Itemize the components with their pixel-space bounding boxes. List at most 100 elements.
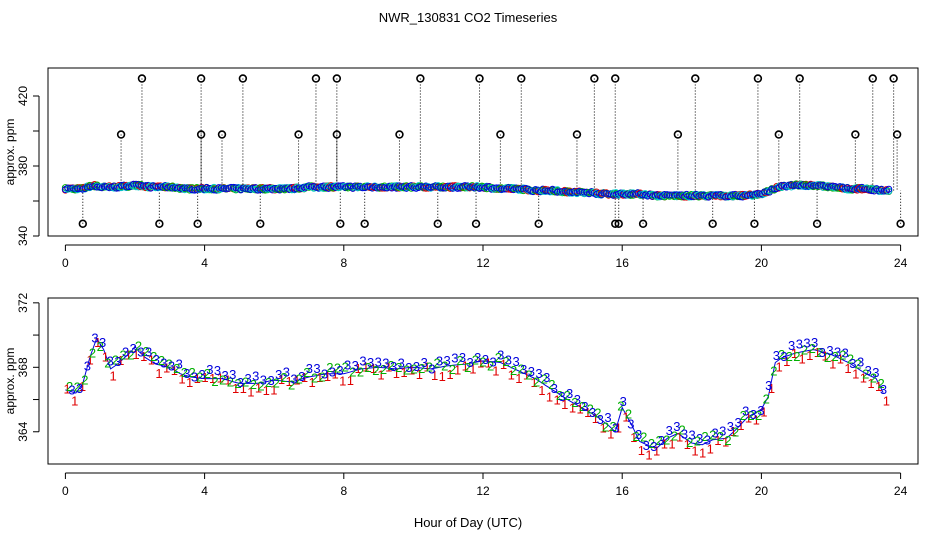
outlier-point [471, 219, 481, 228]
outlier-point [517, 74, 526, 83]
series-3-marker: 3 [597, 412, 604, 427]
series-3-marker: 3 [474, 350, 481, 365]
series-2-marker: 2 [280, 370, 287, 385]
series-1-marker: 1 [592, 411, 599, 426]
outlier-point [332, 130, 342, 139]
outlier-point [590, 74, 599, 83]
series-1-marker: 1 [538, 383, 545, 398]
series-2-marker: 2 [456, 353, 463, 368]
series-2-marker: 2 [418, 361, 425, 376]
series-1-marker: 1 [745, 411, 752, 426]
series-3-marker: 3 [849, 356, 856, 371]
series-3-marker: 3 [459, 350, 466, 365]
series-2-marker: 2 [655, 433, 662, 448]
plot-frame [47, 297, 919, 465]
series-3-marker: 3 [290, 371, 297, 386]
series-1-marker: 1 [94, 335, 101, 350]
series-3-marker: 3 [734, 415, 741, 430]
series-3-marker: 3 [650, 439, 657, 454]
y-tick-label: 420 [16, 86, 30, 106]
series-1-marker: 1 [86, 353, 93, 368]
series-1-marker: 1 [508, 367, 515, 382]
series-3-marker: 3 [535, 366, 542, 381]
outlier-point [534, 219, 543, 228]
x-tick-label: 0 [62, 256, 69, 270]
series-2-marker: 2 [311, 370, 318, 385]
series-1-marker: 1 [676, 430, 683, 445]
series-1-marker: 1 [132, 347, 139, 362]
series-2-marker: 2 [410, 361, 417, 376]
outlier-point [196, 74, 206, 83]
y-tick-label: 364 [16, 421, 30, 441]
series-3-marker: 3 [558, 389, 565, 404]
series-2-marker: 2 [66, 379, 73, 394]
series-1-marker: 1 [814, 345, 821, 360]
series-3-marker: 3 [489, 354, 496, 369]
series-1-marker: 1 [125, 347, 132, 362]
outlier-point [750, 219, 759, 228]
series-3-marker: 3 [627, 416, 634, 431]
series-1-marker: 1 [362, 360, 369, 375]
series-3-marker: 3 [497, 347, 504, 362]
series-2-marker: 2 [242, 375, 249, 390]
baseline-point [93, 183, 101, 191]
series-1-marker: 1 [178, 372, 185, 387]
series-2-marker: 2 [587, 402, 594, 417]
series-1-marker: 1 [217, 371, 224, 386]
series-1-marker: 1 [431, 368, 438, 383]
series-1-marker: 1 [186, 375, 193, 390]
series-2-marker: 2 [610, 419, 617, 434]
series-3-marker: 3 [643, 438, 650, 453]
series-1-marker: 1 [140, 349, 147, 364]
series-2-marker: 2 [571, 395, 578, 410]
series-2-marker: 2 [135, 338, 142, 353]
y-tick-label: 372 [16, 293, 30, 313]
series-3-marker: 3 [757, 403, 764, 418]
x-tick-label: 0 [62, 484, 69, 498]
series-3-marker: 3 [719, 423, 726, 438]
series-3-marker: 3 [604, 410, 611, 425]
series-1-marker: 1 [607, 427, 614, 442]
series-1-marker: 1 [446, 367, 453, 382]
series-1-marker: 1 [699, 445, 706, 460]
series-2-marker: 2 [602, 419, 609, 434]
series-1-marker: 1 [837, 351, 844, 366]
series-2-marker: 2 [809, 341, 816, 356]
series-2-marker: 2 [525, 368, 532, 383]
series-2-marker: 2 [533, 375, 540, 390]
series-2-marker: 2 [472, 352, 479, 367]
series-3-marker: 3 [375, 354, 382, 369]
series-2-marker: 2 [181, 365, 188, 380]
series-2-marker: 2 [633, 429, 640, 444]
series-3-marker: 3 [84, 359, 91, 374]
series-2-marker: 2 [778, 347, 785, 362]
series-3-marker: 3 [168, 358, 175, 373]
series-2-marker: 2 [357, 364, 364, 379]
series-2-marker: 2 [257, 379, 264, 394]
x-axis-label: Hour of Day (UTC) [414, 515, 522, 530]
series-2-marker: 2 [234, 376, 241, 391]
series-3-marker: 3 [275, 367, 282, 382]
series-2-marker: 2 [204, 366, 211, 381]
series-1-marker: 1 [730, 424, 737, 439]
series-1-marker: 1 [102, 350, 109, 365]
series-1-marker: 1 [64, 382, 71, 397]
series-3-marker: 3 [260, 372, 267, 387]
x-tick-label: 8 [340, 256, 347, 270]
series-2-marker: 2 [74, 379, 81, 394]
outlier-point [691, 74, 700, 83]
series-2-marker: 2 [855, 357, 862, 372]
series-1-marker: 1 [370, 361, 377, 376]
series-2-marker: 2 [594, 405, 601, 420]
series-2-marker: 2 [395, 360, 402, 375]
outlier-point [193, 219, 202, 228]
series-3-marker: 3 [673, 419, 680, 434]
baseline-point [337, 182, 345, 190]
series-3-marker: 3 [237, 375, 244, 390]
series-3-marker: 3 [329, 365, 336, 380]
series-1-marker: 1 [209, 371, 216, 386]
series-2-marker: 2 [143, 344, 150, 359]
series-1-marker: 1 [263, 383, 270, 398]
y-tick-label: 380 [16, 156, 30, 176]
